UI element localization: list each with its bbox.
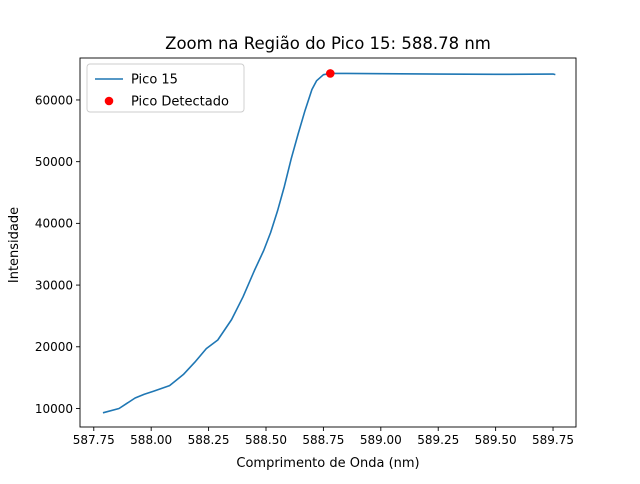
y-tick-label: 40000: [35, 217, 73, 231]
x-axis-label: Comprimento de Onda (nm): [236, 456, 419, 471]
peak-marker: [325, 69, 335, 78]
y-axis: 10000 20000 30000 40000 50000 60000: [35, 93, 80, 416]
x-tick-label: 588.00: [130, 433, 172, 447]
x-axis: 587.75 588.00 588.25 588.50 588.75 589.00 589.…: [73, 427, 574, 447]
axes-frame: [79, 57, 577, 428]
x-tick-label: 589.50: [475, 433, 517, 447]
y-axis-label: Intensidade: [7, 207, 22, 283]
chart-title: Zoom na Região do Pico 15: 588.78 nm: [165, 34, 491, 53]
y-tick-label: 30000: [35, 278, 73, 292]
legend: Pico 15 Pico Detectado: [86, 63, 245, 113]
y-tick-label: 60000: [35, 93, 73, 107]
legend-label: Pico Detectado: [131, 95, 229, 110]
x-tick-label: 588.75: [302, 433, 344, 447]
y-tick-label: 20000: [35, 340, 73, 354]
x-tick-label: 588.50: [245, 433, 287, 447]
y-tick-label: 10000: [35, 402, 73, 416]
series-line-pico-15: [102, 72, 556, 414]
y-tick-label: 50000: [35, 155, 73, 169]
x-tick-label: 587.75: [73, 433, 115, 447]
plot-area: [79, 57, 577, 428]
legend-box: [86, 63, 245, 113]
x-tick-label: 589.25: [417, 433, 459, 447]
x-tick-label: 588.25: [188, 433, 230, 447]
legend-label: Pico 15: [131, 73, 178, 88]
x-tick-label: 589.00: [360, 433, 402, 447]
x-tick-label: 589.75: [532, 433, 574, 447]
legend-dot-icon: [104, 96, 114, 106]
